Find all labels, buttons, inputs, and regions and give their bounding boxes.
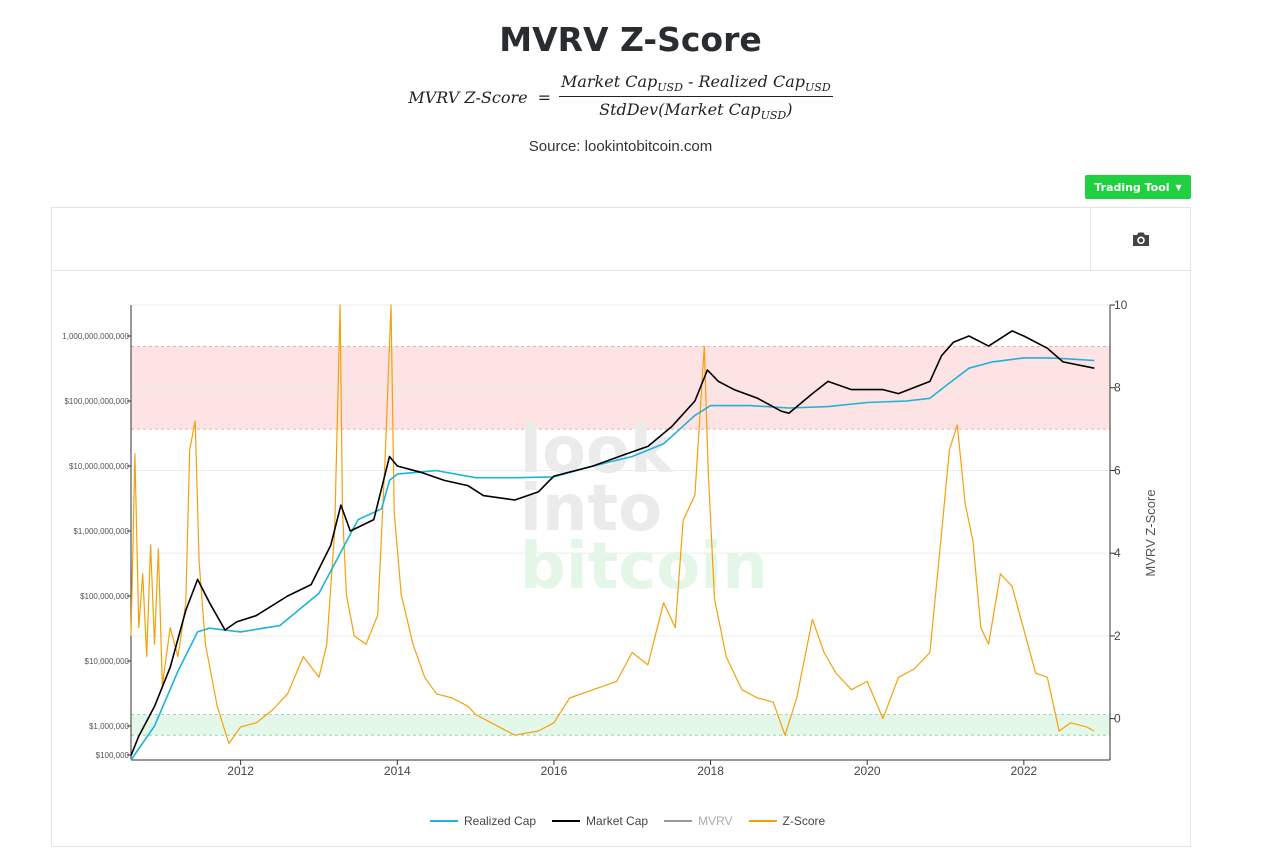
band-undervalued [131, 714, 1110, 736]
page-title: MVRV Z-Score [499, 20, 762, 59]
legend-item-realized-cap[interactable]: Realized Cap [430, 814, 536, 828]
left-tick-label: $10,000,000,000 [69, 462, 130, 471]
series-line-realized-cap [130, 357, 1095, 761]
watermark-text: look [520, 414, 674, 488]
legend-label: MVRV [698, 814, 733, 828]
formula-sub: USD [657, 81, 683, 95]
x-tick-label: 2022 [1010, 764, 1037, 778]
left-tick-label: 1,000,000,000,000 [62, 332, 129, 341]
formula-fraction: Market CapUSD - Realized CapUSD StdDev(M… [558, 72, 833, 122]
formula-sub: USD [805, 81, 831, 95]
right-tick-label: 8 [1114, 381, 1121, 395]
formula-num-sep: - [682, 72, 699, 91]
source-text: Source: lookintobitcoin.com [528, 138, 713, 155]
left-tick-label: $10,000,000 [85, 657, 130, 666]
left-tick-label: $100,000,000,000 [64, 397, 129, 406]
x-tick-label: 2012 [227, 764, 254, 778]
formula-lhs: MVRV Z-Score [408, 87, 528, 107]
formula-equals: = [537, 87, 551, 107]
legend-label: Realized Cap [464, 814, 537, 828]
camera-icon [1132, 232, 1149, 246]
formula: MVRV Z-Score = Market CapUSD - Realized … [0, 72, 1241, 122]
legend-item-mvrv[interactable]: MVRV [664, 814, 733, 828]
right-tick-label: 10 [1114, 298, 1128, 312]
formula-denominator: StdDev(Market CapUSD) [599, 97, 792, 122]
x-tick-label: 2018 [697, 764, 724, 778]
right-tick-label: 0 [1114, 712, 1121, 726]
formula-den-post: ) [786, 100, 793, 120]
chevron-down-icon: ▼ [1175, 182, 1182, 192]
x-tick-label: 2016 [541, 764, 568, 778]
watermark-text: bitcoin [520, 530, 768, 604]
left-tick-label: $100,000 [96, 751, 130, 760]
trading-tool-button[interactable]: Trading Tool ▼ [1085, 175, 1191, 199]
x-tick-label: 2020 [854, 764, 881, 778]
left-tick-label: $1,000,000 [89, 722, 130, 731]
right-tick-label: 6 [1114, 463, 1121, 477]
trading-tool-label: Trading Tool [1094, 180, 1170, 194]
right-axis-label: MVRV Z-Score [1143, 489, 1158, 576]
formula-num-b: Realized Cap [698, 72, 806, 91]
legend-swatch [748, 820, 777, 822]
legend-label: Market Cap [586, 814, 649, 828]
legend-swatch [552, 820, 581, 822]
right-tick-label: 4 [1114, 546, 1121, 560]
x-tick-label: 2014 [384, 764, 411, 778]
formula-num-a: Market Cap [560, 72, 658, 91]
chart-legend: Realized Cap Market Cap MVRV Z-Score [430, 812, 841, 830]
watermark-text: into [520, 472, 662, 546]
chart-toolbar [52, 208, 1190, 271]
legend-swatch [430, 820, 458, 822]
formula-sub: USD [760, 109, 787, 123]
left-tick-label: $1,000,000,000 [73, 527, 129, 536]
chart-panel [51, 207, 1191, 847]
legend-item-z-score[interactable]: Z-Score [748, 814, 826, 828]
formula-den-pre: StdDev(Market Cap [599, 100, 761, 120]
formula-numerator: Market CapUSD - Realized CapUSD [558, 72, 833, 98]
legend-swatch [664, 820, 693, 822]
left-tick-label: $100,000,000 [80, 592, 129, 601]
right-tick-label: 2 [1114, 629, 1121, 643]
camera-button[interactable] [1090, 208, 1190, 270]
series-line-market-cap [130, 330, 1095, 756]
legend-item-market-cap[interactable]: Market Cap [552, 814, 648, 828]
legend-label: Z-Score [782, 814, 826, 828]
